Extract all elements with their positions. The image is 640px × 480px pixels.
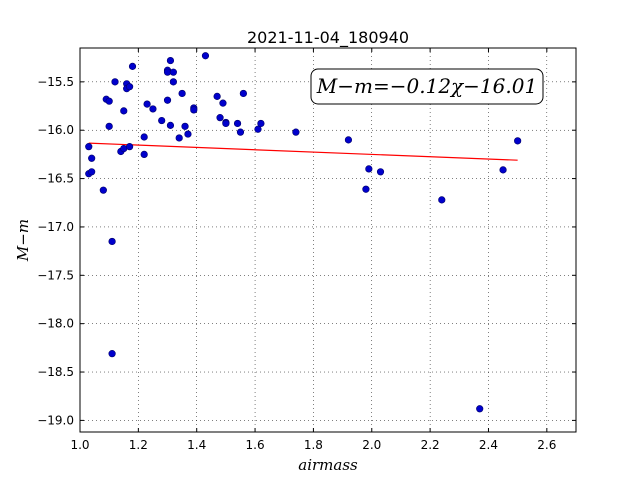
data-point — [178, 89, 186, 98]
data-point — [169, 68, 177, 76]
y-axis-label: M−m — [14, 219, 32, 262]
data-point — [85, 143, 93, 151]
x-tick-label: 1.8 — [304, 438, 323, 452]
data-point — [105, 122, 113, 130]
data-point — [190, 106, 198, 114]
y-tick-label: −16.0 — [37, 123, 74, 137]
x-tick-label: 1.2 — [129, 438, 148, 452]
y-tick-label: −16.5 — [37, 172, 74, 186]
data-point — [219, 99, 227, 107]
data-point — [140, 150, 148, 158]
y-tick-label: −15.5 — [37, 75, 74, 89]
fit-line — [88, 142, 518, 161]
y-tick-label: −19.0 — [37, 413, 74, 427]
data-point — [126, 143, 134, 151]
data-point — [175, 134, 183, 142]
data-point — [233, 119, 242, 128]
data-point — [239, 89, 247, 98]
points-group — [85, 52, 522, 413]
data-point — [476, 405, 484, 413]
data-point — [236, 128, 245, 136]
data-point — [184, 130, 192, 138]
data-point — [181, 122, 189, 130]
data-point — [169, 78, 177, 86]
data-point — [344, 136, 353, 144]
data-point — [362, 185, 370, 193]
data-point — [88, 154, 96, 162]
y-tick-label: −17.5 — [37, 268, 74, 282]
equation-box — [310, 68, 544, 105]
y-ticks: −15.5 −16.0 −16.5 −17.0 −17.5 −18.0 −18.5 −19.0 — [37, 75, 576, 427]
x-tick-label: 2.6 — [537, 438, 556, 452]
data-point — [254, 125, 262, 133]
data-point — [514, 137, 522, 145]
x-tick-label: 2.4 — [479, 438, 498, 452]
data-point — [111, 78, 119, 86]
fit-line-group — [88, 142, 518, 161]
x-axis-label: airmass — [298, 456, 358, 474]
grid — [79, 48, 576, 432]
data-point — [128, 62, 137, 70]
data-point — [257, 119, 265, 128]
equation-text: M−m=−0.12χ−16.01 — [316, 74, 537, 98]
y-tick-label: −18.0 — [37, 317, 74, 331]
plot-frame — [79, 47, 577, 433]
data-point — [99, 186, 107, 194]
chart-title: 2021-11-04_180940 — [247, 28, 409, 48]
data-point — [365, 165, 373, 173]
equation-annotation: M−m=−0.12χ−16.01 — [310, 68, 544, 105]
x-tick-label: 1.0 — [70, 438, 89, 452]
y-tick-label: −17.0 — [37, 220, 74, 234]
data-point — [216, 114, 224, 122]
data-point — [222, 119, 230, 128]
data-point — [158, 116, 166, 125]
data-point — [105, 97, 113, 105]
y-tick-label: −18.5 — [37, 365, 74, 379]
data-point — [213, 92, 221, 100]
data-point — [201, 52, 210, 60]
data-point — [88, 168, 96, 176]
data-point — [166, 56, 175, 65]
data-point — [108, 237, 116, 246]
data-point — [438, 196, 446, 204]
data-point — [140, 133, 148, 141]
data-point — [108, 350, 116, 358]
x-ticks: 1.0 1.2 1.4 1.6 1.8 2.0 2.2 2.4 2.6 — [70, 48, 556, 452]
x-tick-label: 1.4 — [187, 438, 206, 452]
data-point — [376, 168, 385, 176]
data-point — [163, 96, 172, 104]
x-tick-label: 2.2 — [421, 438, 440, 452]
data-point — [499, 166, 507, 174]
data-point — [143, 100, 151, 108]
data-point — [149, 105, 157, 113]
data-point — [292, 128, 300, 136]
data-point — [126, 83, 134, 91]
x-tick-label: 1.6 — [246, 438, 265, 452]
data-point — [166, 121, 175, 129]
x-tick-label: 2.0 — [362, 438, 381, 452]
data-point — [120, 107, 128, 115]
